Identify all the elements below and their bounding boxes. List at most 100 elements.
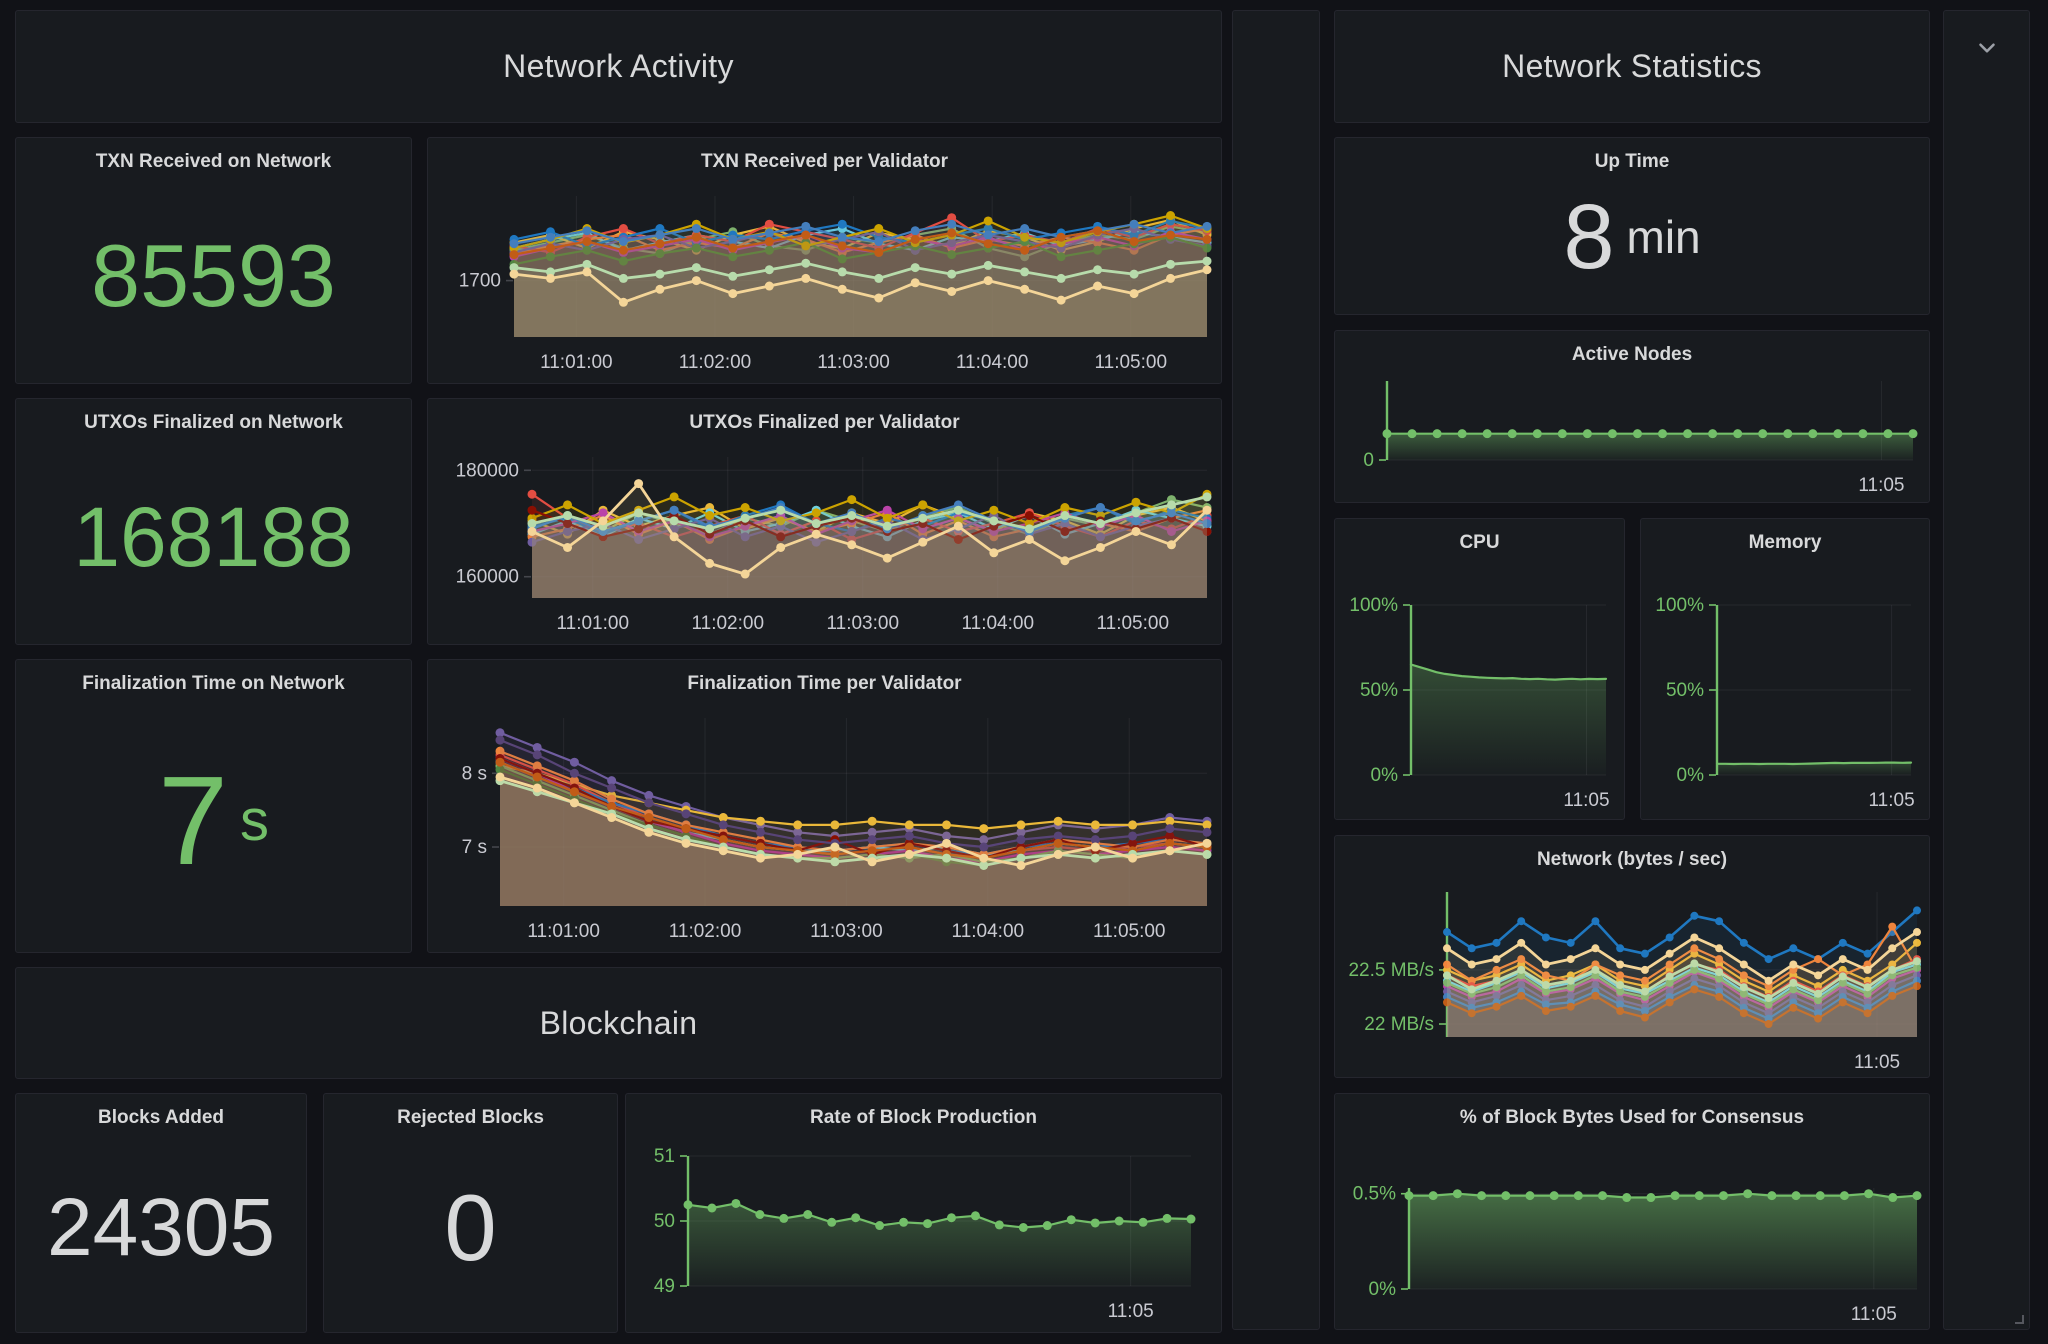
memory-chart[interactable]: 100% 50% 0% 11:05	[1641, 519, 1929, 819]
block-production-rate-chart[interactable]: 51 50 49 11:05	[626, 1094, 1221, 1332]
svg-text:22.5 MB/s: 22.5 MB/s	[1348, 960, 1434, 981]
panel-utxo-per-validator: UTXOs Finalized per Validator 180000 1600…	[427, 398, 1222, 645]
panel-consensus-bytes: % of Block Bytes Used for Consensus 0.5%…	[1334, 1093, 1930, 1330]
panel-memory: Memory 100% 50% 0% 11:05	[1640, 518, 1930, 820]
svg-text:160000: 160000	[456, 567, 519, 588]
panel-title[interactable]: Up Time	[1594, 151, 1670, 172]
panel-title[interactable]: Finalization Time on Network	[82, 673, 345, 694]
svg-text:11:05:00: 11:05:00	[1094, 352, 1167, 373]
svg-text:22 MB/s: 22 MB/s	[1364, 1014, 1434, 1035]
stat-value: 24305	[46, 1182, 276, 1273]
panel-title[interactable]: Rate of Block Production	[810, 1107, 1037, 1128]
svg-text:11:05:00: 11:05:00	[1096, 613, 1169, 634]
svg-text:11:03:00: 11:03:00	[826, 613, 899, 634]
chevron-down-icon[interactable]	[1974, 35, 2000, 61]
svg-text:11:04:00: 11:04:00	[952, 921, 1025, 942]
stat-number: 7	[157, 750, 229, 891]
panel-title[interactable]: CPU	[1459, 532, 1500, 553]
section-network-statistics: Network Statistics	[1334, 10, 1930, 123]
stat-value: 7 s	[16, 660, 411, 952]
svg-text:50%: 50%	[1360, 680, 1398, 701]
panel-finalization-per-validator: Finalization Time per Validator 8 s 7 s 11…	[427, 659, 1222, 953]
stat-utxos-finalized: UTXOs Finalized on Network 168188	[15, 398, 412, 645]
svg-text:11:02:00: 11:02:00	[669, 921, 742, 942]
svg-text:49: 49	[654, 1276, 675, 1297]
svg-text:0%: 0%	[1369, 1279, 1397, 1300]
panel-title[interactable]: Rejected Blocks	[397, 1107, 544, 1128]
network-bytes-chart[interactable]: 22.5 MB/s 22 MB/s 11:05	[1335, 836, 1929, 1077]
panel-txn-per-validator: TXN Received per Validator 1700 11:01:00 1…	[427, 137, 1222, 384]
svg-text:11:05: 11:05	[1858, 475, 1904, 496]
panel-title[interactable]: Network (bytes / sec)	[1536, 849, 1728, 870]
panel-network-bytes: Network (bytes / sec) 22.5 MB/s 22 MB/s 11…	[1334, 835, 1930, 1078]
stat-txn-received: TXN Received on Network 85593	[15, 137, 412, 384]
svg-text:11:04:00: 11:04:00	[956, 352, 1029, 373]
panel-title[interactable]: TXN Received per Validator	[700, 151, 949, 172]
svg-text:11:02:00: 11:02:00	[679, 352, 752, 373]
panel-title[interactable]: % of Block Bytes Used for Consensus	[1459, 1107, 1805, 1128]
panel-block-production-rate: Rate of Block Production 51 50 49 11:05	[625, 1093, 1222, 1333]
corner-resize-grip[interactable]	[2011, 1311, 2024, 1324]
svg-text:1700: 1700	[459, 271, 501, 292]
svg-text:11:01:00: 11:01:00	[527, 921, 600, 942]
collapsed-column-right	[1943, 10, 2030, 1330]
txn-per-validator-chart[interactable]: 1700 11:01:00 11:02:00 11:03:00 11:04:00 11:0…	[428, 138, 1221, 383]
svg-text:0: 0	[1363, 450, 1374, 471]
panel-cpu: CPU 100% 50% 0% 11:05	[1334, 518, 1625, 820]
section-title-text: Blockchain	[539, 1004, 698, 1041]
stat-finalization-time: Finalization Time on Network 7 s	[15, 659, 412, 953]
svg-text:100%: 100%	[1655, 595, 1704, 616]
svg-text:0%: 0%	[1677, 765, 1705, 786]
svg-text:11:03:00: 11:03:00	[810, 921, 883, 942]
stat-value: 168188	[73, 489, 354, 584]
panel-title[interactable]: TXN Received on Network	[95, 151, 332, 172]
section-network-activity: Network Activity	[15, 10, 1222, 123]
svg-text:11:02:00: 11:02:00	[691, 613, 764, 634]
stat-value: 8 min	[1335, 138, 1929, 314]
svg-text:11:05: 11:05	[1563, 790, 1609, 811]
panel-title[interactable]: Active Nodes	[1571, 344, 1693, 365]
collapsed-column-middle	[1232, 10, 1320, 1330]
panel-title[interactable]: Memory	[1748, 532, 1822, 553]
svg-text:11:03:00: 11:03:00	[817, 352, 890, 373]
section-title-text: Network Statistics	[1502, 48, 1762, 84]
svg-text:11:05:00: 11:05:00	[1093, 921, 1166, 942]
svg-text:100%: 100%	[1349, 595, 1398, 616]
stat-uptime: Up Time 8 min	[1334, 137, 1930, 315]
svg-text:0%: 0%	[1371, 765, 1399, 786]
svg-text:50: 50	[654, 1211, 675, 1232]
panel-title[interactable]: UTXOs Finalized on Network	[84, 412, 343, 433]
svg-text:0.5%: 0.5%	[1353, 1184, 1396, 1205]
svg-text:11:01:00: 11:01:00	[540, 352, 613, 373]
svg-text:180000: 180000	[456, 460, 519, 481]
active-nodes-chart[interactable]: 0 11:05	[1335, 331, 1929, 502]
svg-text:7 s: 7 s	[462, 837, 487, 858]
svg-text:50%: 50%	[1666, 680, 1704, 701]
section-blockchain: Blockchain	[15, 967, 1222, 1079]
cpu-chart[interactable]: 100% 50% 0% 11:05	[1335, 519, 1624, 819]
finalization-per-validator-chart[interactable]: 8 s 7 s 11:01:00 11:02:00 11:03:00 11:04:00 11…	[428, 660, 1221, 952]
svg-text:51: 51	[654, 1146, 675, 1167]
stat-rejected-blocks: Rejected Blocks 0	[323, 1093, 618, 1333]
section-title-text: Network Activity	[503, 48, 734, 84]
utxo-per-validator-chart[interactable]: 180000 160000 11:01:00 11:02:00 11:03:00 11:0…	[428, 399, 1221, 644]
svg-text:11:05: 11:05	[1869, 790, 1915, 811]
stat-blocks-added: Blocks Added 24305	[15, 1093, 307, 1333]
svg-text:11:01:00: 11:01:00	[556, 613, 629, 634]
panel-active-nodes: Active Nodes 0 11:05	[1334, 330, 1930, 503]
svg-text:11:05: 11:05	[1108, 1301, 1154, 1322]
stat-unit: min	[1626, 211, 1701, 263]
svg-text:11:04:00: 11:04:00	[961, 613, 1034, 634]
svg-text:11:05: 11:05	[1854, 1052, 1900, 1073]
svg-text:8 s: 8 s	[462, 763, 487, 784]
stat-unit: s	[240, 788, 270, 853]
svg-text:11:05: 11:05	[1851, 1304, 1897, 1325]
panel-title[interactable]: UTXOs Finalized per Validator	[689, 412, 960, 433]
stat-value: 85593	[91, 225, 336, 325]
consensus-bytes-chart[interactable]: 0.5% 0% 11:05	[1335, 1094, 1929, 1329]
stat-number: 8	[1563, 186, 1615, 288]
stat-value: 0	[444, 1175, 497, 1280]
panel-title[interactable]: Blocks Added	[98, 1107, 224, 1128]
panel-title[interactable]: Finalization Time per Validator	[687, 673, 962, 694]
